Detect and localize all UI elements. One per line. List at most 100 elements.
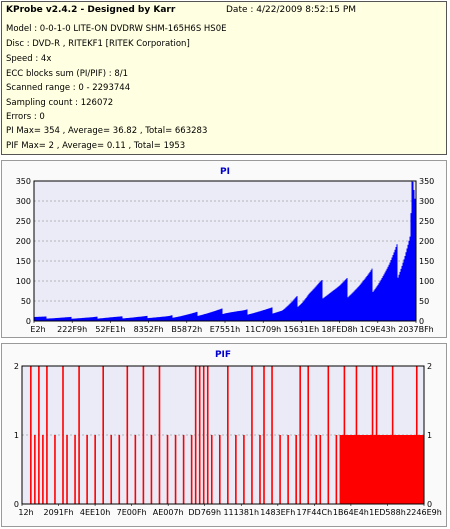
pi-ytick-right: 100 [419,277,434,286]
pif-bar [299,366,301,504]
pi-ytick-right: 300 [419,197,434,206]
pif-bar [62,366,64,504]
pif-bar [174,435,177,504]
pif-bar [263,366,265,504]
pif-bar [259,435,261,504]
pif-summary-line: PIF Max= 2 , Average= 0.11 , Total= 1953 [6,141,186,151]
speed-line: Speed : 4x [6,54,52,64]
pif-bar [210,435,213,504]
pif-bar [206,366,209,504]
pi-chart: PI 0 0 50 50 100 100 150 150 200 200 250 250 300 300 35… [16,167,435,334]
pif-bar [102,366,104,504]
pi-xtick-label: 52FE1h [95,325,125,334]
pif-ytick-right: 2 [427,362,432,371]
pif-bar [150,435,153,504]
pif-bar [42,435,44,504]
pif-chart: PIF 0 0 1 1 2 2 12h 2091Fh 4EE10h 7E00Fh AE007h DD76… [14,350,442,517]
pif-bar [335,435,338,504]
pif-bar [74,435,76,504]
scan-date: Date : 4/22/2009 8:52:15 PM [226,5,357,15]
pif-bar [243,435,245,504]
sampling-line: Sampling count : 126072 [6,98,114,108]
pif-xtick-label: 17F44Ch [297,508,333,517]
model-line: Model : 0-0-1-0 LITE-ON DVDRW SHM-165H6S… [6,24,227,34]
pi-chart-title: PI [220,167,230,177]
pif-plot-border [21,365,425,505]
pi-summary-line: PI Max= 354 , Average= 36.82 , Total= 66… [6,126,208,136]
pi-ytick-right: 250 [419,217,434,226]
pi-xtick-label: 2037BFh [398,325,434,334]
pif-xtick-label: 4EE10h [80,508,110,517]
pi-ytick-right: 350 [419,177,434,186]
pif-xtick-label: 111381h [223,508,259,517]
pif-bar [46,366,48,504]
pif-bar [118,435,121,504]
pif-bar [94,435,96,504]
pif-bar [86,435,88,504]
pif-bar [110,435,113,504]
pi-plot-border [33,180,417,322]
pif-xtick-label: 7E00Fh [117,508,147,517]
pi-xtick-label: E7551h [210,325,240,334]
pif-bar [279,435,281,504]
pi-chart-panel: PI 0 0 50 50 100 100 150 150 200 200 250 250 300 300 35… [1,160,447,338]
pif-ytick-right: 0 [427,500,432,509]
pi-series [34,181,416,321]
pif-bar [235,435,237,504]
disc-line: Disc : DVD-R , RITEKF1 [RITEK Corporatio… [6,39,190,49]
pif-xtick-label: AE007h [153,508,184,517]
pif-ytick-left: 1 [14,431,19,440]
pif-xtick-label: 2246E9h [406,508,442,517]
pif-bar [327,366,330,504]
info-panel: KProbe v2.4.2 - Designed by Karr Date : … [1,1,447,155]
pif-bar [38,366,40,504]
pi-xtick-label: B5872h [171,325,202,334]
pif-bar [134,435,137,504]
pif-ytick-left: 0 [14,500,19,509]
pi-ytick-left: 250 [16,217,31,226]
pif-bar [198,366,201,504]
pif-xtick-label: 1483EFh [260,508,295,517]
pi-xtick-label: 15631Eh [284,325,320,334]
pi-ytick-right: 50 [419,297,429,306]
pif-bar [315,435,318,504]
pi-ytick-right: 200 [419,237,434,246]
pif-bar [295,435,297,504]
pif-bar [142,366,145,504]
pif-ytick-right: 1 [427,431,432,440]
pif-xtick-label: 2091Fh [44,508,74,517]
pif-series [30,366,424,504]
pif-bar [271,366,273,504]
pif-dense-block [339,435,424,504]
pi-ytick-left: 150 [16,257,31,266]
pif-bar [190,435,193,504]
pif-bar [126,366,129,504]
pi-ytick-right: 0 [419,317,424,326]
pi-xtick-label: E2h [30,325,45,334]
pif-bar [182,435,185,504]
pif-bar [34,435,36,504]
pi-ytick-left: 300 [16,197,31,206]
pi-ytick-left: 50 [21,297,31,306]
pif-bar [194,366,197,504]
pi-xtick-label: 222F9h [57,325,87,334]
pif-xtick-label: DD769h [188,508,221,517]
pif-bar [218,435,221,504]
pif-bar [78,366,80,504]
app-title: KProbe v2.4.2 - Designed by Karr [6,5,176,15]
range-line: Scanned range : 0 - 2293744 [6,83,131,93]
pi-ytick-left: 350 [16,177,31,186]
pi-ytick-right: 150 [419,257,434,266]
errors-line: Errors : 0 [6,112,45,122]
pif-xtick-label: 1ED588h [369,508,406,517]
pif-ytick-left: 2 [14,362,19,371]
pi-ytick-left: 200 [16,237,31,246]
pif-xtick-label: 12h [18,508,33,517]
pif-bar [54,435,56,504]
pi-ytick-left: 100 [16,277,31,286]
pif-chart-panel: PIF 0 0 1 1 2 2 12h 2091Fh 4EE10h 7E00Fh AE007h DD76… [1,343,447,527]
pi-ytick-left: 0 [26,317,31,326]
pif-chart-title: PIF [215,350,231,360]
pif-bar [319,435,322,504]
pif-bar [66,435,68,504]
